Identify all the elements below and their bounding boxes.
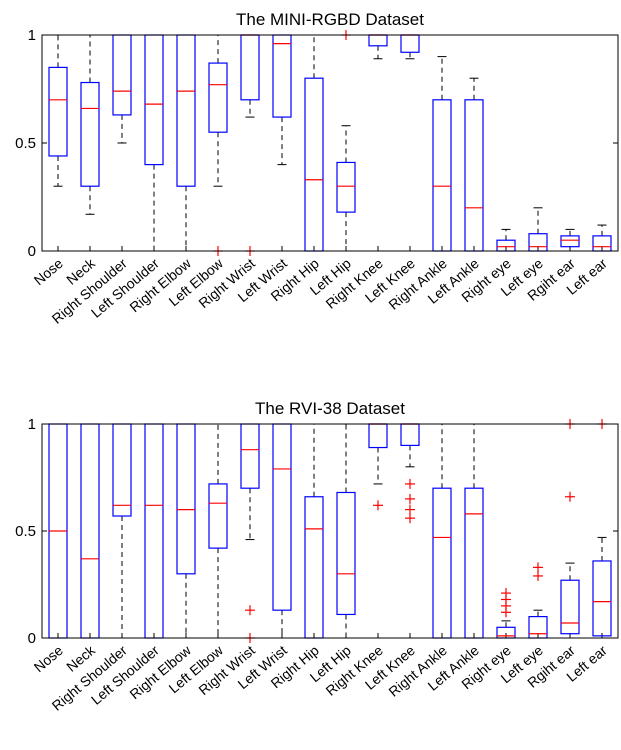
box-1 xyxy=(80,34,100,251)
box-14 xyxy=(496,588,516,639)
y-tick-label: 0 xyxy=(28,243,36,260)
box-16 xyxy=(560,419,580,639)
iqr-box xyxy=(336,161,356,213)
outlier-marker xyxy=(405,504,415,515)
plot-area-frame xyxy=(41,423,619,639)
outlier-marker xyxy=(565,491,575,502)
iqr-box xyxy=(592,560,612,637)
iqr-box xyxy=(80,81,100,187)
box-15 xyxy=(528,562,548,639)
outlier-marker xyxy=(533,570,543,581)
y-axis: 0 0.5 1 xyxy=(15,416,36,647)
y-tick-label: 1 xyxy=(28,27,36,44)
outlier-marker xyxy=(245,605,255,616)
y-tick-label: 0.5 xyxy=(15,135,36,152)
outlier-marker xyxy=(405,513,415,524)
y-tick-label: 0 xyxy=(28,630,36,647)
plot-area-frame xyxy=(41,34,619,252)
outlier-marker xyxy=(405,493,415,504)
outlier-marker xyxy=(501,607,511,618)
outlier-marker xyxy=(405,478,415,489)
iqr-box xyxy=(560,579,580,635)
chart-title: The RVI-38 Dataset xyxy=(255,399,405,418)
outlier-marker xyxy=(533,562,543,573)
y-axis: 0 0.5 1 xyxy=(15,27,36,260)
iqr-box xyxy=(336,491,356,616)
iqr-box xyxy=(208,483,228,549)
iqr-box xyxy=(560,235,580,248)
iqr-box xyxy=(208,62,228,133)
iqr-box xyxy=(48,66,68,157)
chart-title: The MINI-RGBD Dataset xyxy=(236,10,424,29)
y-tick-label: 1 xyxy=(28,416,36,433)
y-tick-label: 0.5 xyxy=(15,523,36,540)
outlier-marker xyxy=(373,500,383,511)
box-14 xyxy=(496,228,516,252)
